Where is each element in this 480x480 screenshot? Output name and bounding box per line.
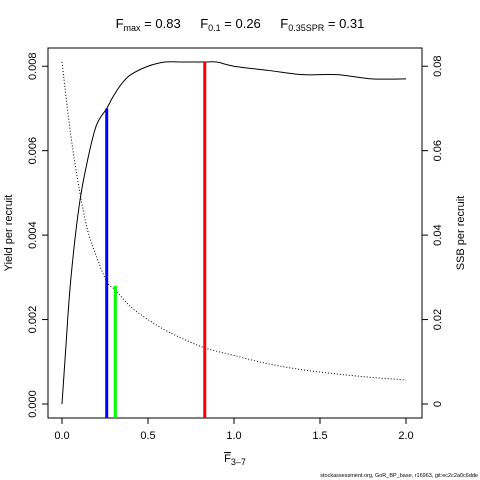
y-right-tick-label: 0	[432, 401, 444, 407]
x-axis-title: F3–7	[224, 453, 246, 467]
y-left-tick-label: 0.002	[27, 306, 39, 334]
yield-per-recruit-line	[61, 61, 407, 405]
plot-frame	[47, 47, 423, 419]
footer-note: stockassessment.org, GoR_BP_base, r16963…	[320, 473, 478, 479]
title-term-subscript: 0.1	[208, 23, 221, 33]
y-right-tick-label: 0.02	[432, 309, 444, 330]
y-left-tick-label: 0.000	[27, 390, 39, 418]
title-term: F	[181, 16, 209, 31]
title-term-value: = 0.31	[324, 16, 364, 31]
title-term-value: = 0.26	[221, 16, 261, 31]
reference-lines-layer	[105, 62, 207, 418]
x-tick-label: 1.0	[226, 430, 241, 442]
y-left-tick-label: 0.006	[27, 137, 39, 165]
y-left-tick-label: 0.008	[27, 52, 39, 80]
title-term-value: = 0.83	[141, 16, 181, 31]
x-axis-title-base: F	[224, 453, 231, 465]
axes-layer: 0.0 0.5 1.0 1.5 2.0 0.000 0.002 0.004 0.006 0.008…	[27, 52, 444, 442]
title-term: F	[261, 16, 289, 31]
series-layer	[61, 61, 407, 405]
x-tick-label: 0.0	[54, 430, 69, 442]
title-term: F	[116, 16, 124, 31]
y-axis-right-title: SSB per recruit	[455, 196, 467, 271]
title-term-subscript: 0.35SPR	[288, 23, 325, 33]
y-axis-left-title: Yield per recruit	[3, 195, 15, 272]
ssb-per-recruit-line	[61, 61, 407, 381]
x-tick-label: 1.5	[312, 430, 327, 442]
chart-title: Fmax = 0.83 F0.1 = 0.26 F0.35SPR = 0.31	[116, 16, 365, 33]
y-right-tick-label: 0.08	[432, 56, 444, 77]
title-term-subscript: max	[124, 23, 142, 33]
x-tick-label: 2.0	[398, 430, 413, 442]
x-axis-title-subscript: 3–7	[231, 457, 246, 467]
y-right-tick-label: 0.06	[432, 140, 444, 161]
x-tick-label: 0.5	[140, 430, 155, 442]
y-right-tick-label: 0.04	[432, 224, 444, 245]
y-left-tick-label: 0.004	[27, 221, 39, 249]
